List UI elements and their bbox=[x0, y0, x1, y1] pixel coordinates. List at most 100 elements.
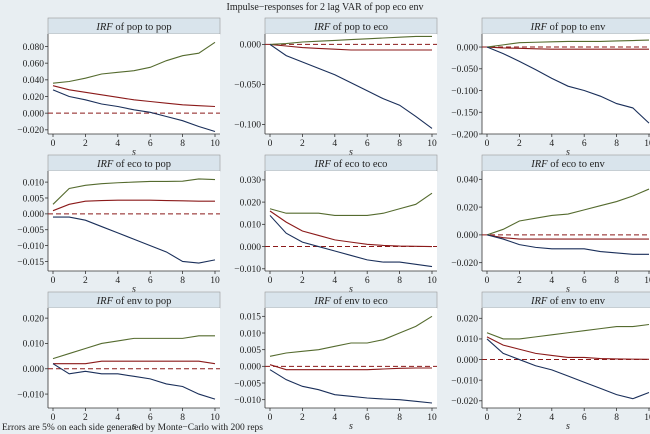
upper-band-line bbox=[52, 335, 215, 360]
irf-line bbox=[269, 364, 432, 371]
x-tick-label: 4 bbox=[549, 413, 554, 423]
panel-title: IRF of pop to env bbox=[530, 22, 606, 33]
plot-area bbox=[48, 308, 220, 408]
upper-band-line bbox=[52, 41, 216, 84]
y-tick-label: 0.000 bbox=[457, 231, 479, 241]
x-tick-label: 4 bbox=[332, 276, 337, 286]
y-tick-label: 0.000 bbox=[23, 365, 45, 375]
plot-area bbox=[265, 34, 437, 134]
x-axis-label: s bbox=[132, 147, 136, 158]
panel-title: IRF of eco to env bbox=[530, 159, 605, 170]
x-axis-label: s bbox=[566, 421, 570, 432]
x-tick-label: 6 bbox=[365, 413, 370, 423]
lower-band-line bbox=[486, 338, 650, 400]
x-tick-label: 10 bbox=[427, 276, 437, 286]
y-tick-label: 0.000 bbox=[240, 363, 262, 373]
y-tick-label: −0.010 bbox=[234, 265, 261, 275]
x-tick-label: 2 bbox=[300, 413, 305, 423]
y-tick-label: 0.020 bbox=[457, 203, 479, 213]
x-tick-label: 6 bbox=[148, 139, 153, 149]
irf-line bbox=[53, 360, 216, 365]
y-tick-label: −0.010 bbox=[17, 390, 44, 400]
lower-band-line bbox=[269, 43, 433, 129]
y-tick-label: −0.010 bbox=[17, 242, 44, 252]
irf-panel: IRF of env to pop −0.010 0.000 0.010 0.020 0 2… bbox=[17, 291, 221, 432]
figure-title: Impulse−responses for 2 lag VAR of pop e… bbox=[227, 2, 424, 13]
irf-panel: IRF of pop to eco −0.100 −0.050 0.000 0 2 4 6 8 1… bbox=[234, 17, 438, 158]
panel-title: IRF of env to eco bbox=[313, 296, 387, 307]
x-tick-label: 8 bbox=[180, 139, 185, 149]
y-tick-label: 0.080 bbox=[23, 43, 45, 53]
panel-title: IRF of eco to eco bbox=[314, 159, 388, 170]
y-tick-label: 0.030 bbox=[240, 176, 262, 186]
x-tick-label: 0 bbox=[268, 413, 273, 423]
y-tick-label: −0.015 bbox=[17, 258, 44, 268]
lower-band-line bbox=[269, 215, 433, 268]
x-tick-label: 10 bbox=[210, 413, 220, 423]
x-axis-label: s bbox=[566, 147, 570, 158]
y-tick-label: 0.000 bbox=[23, 109, 45, 119]
x-tick-label: 2 bbox=[517, 276, 522, 286]
irf-line bbox=[486, 46, 649, 50]
irf-line bbox=[486, 336, 650, 360]
upper-band-line bbox=[52, 178, 216, 205]
lower-band-line bbox=[53, 216, 216, 264]
panel-title: IRF of env to env bbox=[530, 296, 606, 307]
irf-panel: IRF of eco to pop −0.015 −0.010 −0.005 0.000… bbox=[17, 154, 221, 295]
x-tick-label: 4 bbox=[332, 413, 337, 423]
y-tick-label: 0.020 bbox=[23, 93, 45, 103]
x-tick-label: 4 bbox=[549, 139, 554, 149]
plot-area bbox=[48, 171, 220, 271]
x-tick-label: 10 bbox=[210, 139, 220, 149]
x-tick-label: 8 bbox=[614, 139, 619, 149]
y-tick-label: −0.020 bbox=[451, 397, 478, 407]
x-tick-label: 10 bbox=[427, 139, 437, 149]
irf-panel: IRF of eco to env −0.020 0.000 0.020 0.040 0 2… bbox=[451, 154, 650, 295]
lower-band-line bbox=[52, 363, 216, 400]
y-tick-label: 0.020 bbox=[457, 315, 479, 325]
x-tick-label: 6 bbox=[365, 276, 370, 286]
x-tick-label: 6 bbox=[582, 413, 587, 423]
y-tick-label: −0.010 bbox=[451, 376, 478, 386]
x-tick-label: 0 bbox=[268, 276, 273, 286]
x-tick-label: 8 bbox=[614, 413, 619, 423]
figure-footnote: Errors are 5% on each side generated by … bbox=[2, 423, 263, 433]
x-tick-label: 4 bbox=[332, 139, 337, 149]
x-axis-label: s bbox=[349, 284, 353, 295]
lower-band-line bbox=[486, 234, 649, 255]
irf-line bbox=[269, 210, 433, 248]
x-tick-label: 2 bbox=[83, 276, 88, 286]
irf-panel: IRF of env to eco −0.010 −0.005 0.000 0.005 0… bbox=[234, 291, 438, 432]
upper-band-line bbox=[269, 192, 433, 216]
x-tick-label: 0 bbox=[485, 413, 490, 423]
x-tick-label: 2 bbox=[300, 139, 305, 149]
y-tick-label: −0.200 bbox=[451, 130, 478, 140]
panel-title: IRF of eco to pop bbox=[96, 159, 171, 170]
x-tick-label: 0 bbox=[268, 139, 273, 149]
plot-area bbox=[482, 171, 650, 271]
y-tick-label: 0.040 bbox=[23, 76, 45, 86]
x-tick-label: 6 bbox=[148, 276, 153, 286]
lower-band-line bbox=[269, 369, 433, 404]
y-tick-label: 0.000 bbox=[457, 43, 479, 53]
y-tick-label: 0.010 bbox=[240, 221, 262, 231]
x-tick-label: 0 bbox=[485, 276, 490, 286]
lower-band-line bbox=[486, 46, 650, 124]
x-tick-label: 8 bbox=[397, 413, 402, 423]
upper-band-line bbox=[486, 323, 650, 340]
x-axis-label: s bbox=[349, 147, 353, 158]
x-tick-label: 4 bbox=[115, 413, 120, 423]
y-tick-label: −0.050 bbox=[234, 81, 261, 91]
x-tick-label: 2 bbox=[517, 139, 522, 149]
y-tick-label: 0.040 bbox=[457, 176, 479, 186]
irf-line bbox=[269, 43, 432, 51]
irf-line bbox=[52, 85, 216, 108]
x-tick-label: 10 bbox=[210, 276, 220, 286]
x-tick-label: 0 bbox=[485, 139, 490, 149]
y-tick-label: 0.020 bbox=[23, 314, 45, 324]
plot-area bbox=[265, 308, 437, 408]
x-tick-label: 6 bbox=[365, 139, 370, 149]
x-tick-label: 2 bbox=[83, 139, 88, 149]
x-tick-label: 6 bbox=[582, 276, 587, 286]
y-tick-label: 0.010 bbox=[23, 340, 45, 350]
